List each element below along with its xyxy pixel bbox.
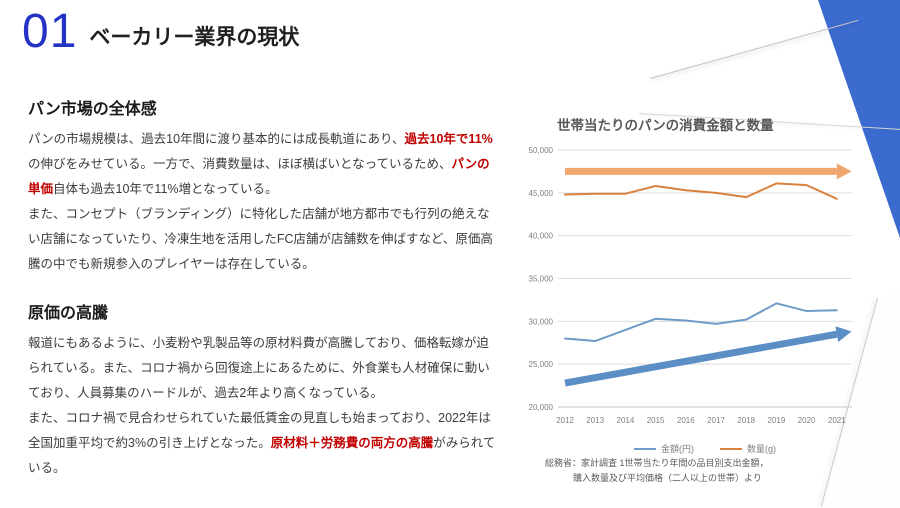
emphasis-text-segment: パンの単価 bbox=[28, 157, 490, 196]
y-axis-tick-label: 20,000 bbox=[529, 403, 554, 412]
quantity-trend-arrow-head-icon bbox=[836, 163, 852, 180]
slide-title: ベーカリー業界の現状 bbox=[89, 26, 300, 49]
source-line-1: 総務省：家計調査 1世帯当たり年間の品目別支出金額， bbox=[545, 458, 769, 468]
y-axis-tick-label: 45,000 bbox=[529, 189, 554, 198]
section-cost-increase: 原価の高騰 報道にもあるように、小麦粉や乳製品等の原材料費が高騰しており、価格転… bbox=[28, 299, 500, 481]
consumption-line-chart: 20,000 25,000 30,000 35,000 40,000 45,000 50,0… bbox=[529, 146, 852, 425]
x-axis-tick-label: 2017 bbox=[707, 416, 725, 425]
text-segment: また、コンセプト（ブランディング）に特化した店舗が地方都市でも行列の絶えない店舗… bbox=[28, 207, 493, 271]
emphasis-text-segment: 原材料＋労務費の両方の高騰 bbox=[270, 436, 434, 450]
x-axis-tick-label: 2015 bbox=[647, 416, 665, 425]
legend-label-amount: 金額(円) bbox=[661, 444, 694, 454]
x-axis-tick-label: 2012 bbox=[556, 416, 574, 425]
series-line-数量(g) bbox=[564, 182, 838, 200]
text-segment: パンの市場規模は、過去10年間に渡り基本的には成長軌道にあり、 bbox=[28, 132, 405, 146]
section-heading-cost-increase: 原価の高騰 bbox=[28, 305, 109, 322]
text-segment: 自体も過去10年で11%増となっている。 bbox=[53, 182, 278, 196]
amount-line-sample-icon bbox=[634, 447, 656, 450]
legend-label-quantity: 数量(g) bbox=[747, 444, 776, 454]
text-segment: 報道にもあるように、小麦粉や乳製品等の原材料費が高騰しており、価格転嫁が迫られて… bbox=[28, 336, 490, 400]
text-segment: の伸びをみせている。一方で、消費数量は、ほぼ横ばいとなっているため、 bbox=[28, 157, 452, 171]
section-body-cost-increase: 報道にもあるように、小麦粉や乳製品等の原材料費が高騰しており、価格転嫁が迫られて… bbox=[28, 331, 500, 481]
section-market-overview: パン市場の全体感 パンの市場規模は、過去10年間に渡り基本的には成長軌道にあり、… bbox=[28, 95, 500, 277]
series-line-金額(円) bbox=[564, 302, 838, 343]
diagonal-sheet-edge-top bbox=[650, 19, 859, 79]
x-axis-tick-label: 2020 bbox=[798, 416, 816, 425]
amount-trend-arrow bbox=[564, 330, 838, 387]
y-axis-tick-label: 25,000 bbox=[529, 360, 554, 369]
y-axis-tick-label: 35,000 bbox=[529, 275, 554, 284]
x-axis-tick-label: 2013 bbox=[586, 416, 604, 425]
y-axis-tick-label: 30,000 bbox=[529, 317, 554, 326]
section-body-market-overview: パンの市場規模は、過去10年間に渡り基本的には成長軌道にあり、過去10年で11%… bbox=[28, 127, 500, 277]
section-heading-market-overview: パン市場の全体感 bbox=[28, 101, 157, 118]
quantity-line-sample-icon bbox=[720, 447, 742, 450]
x-axis-tick-label: 2014 bbox=[617, 416, 635, 425]
legend-item-amount: 金額(円) bbox=[634, 442, 694, 455]
amount-trend-arrow-head-icon bbox=[835, 326, 852, 343]
text-segment: また、コロナ禍で見合わせられていた最低賃金の見直しも始まっており、2022年は全… bbox=[28, 411, 491, 450]
y-axis-tick-label: 40,000 bbox=[529, 232, 554, 241]
emphasis-text-segment: 過去10年で11% bbox=[404, 132, 493, 146]
chart-panel: 世帯当たりのパンの消費金額と数量 20,000 25,000 30,000 35,00… bbox=[520, 112, 900, 508]
legend-item-quantity: 数量(g) bbox=[720, 442, 776, 455]
y-axis-tick-label: 50,000 bbox=[529, 146, 554, 155]
x-axis-tick-label: 2019 bbox=[768, 416, 786, 425]
slide-header: 01 ベーカリー業界の現状 bbox=[22, 8, 299, 56]
chart-title: 世帯当たりのパンの消費金額と数量 bbox=[557, 118, 774, 133]
x-axis-tick-label: 2018 bbox=[737, 416, 755, 425]
slide-number: 01 bbox=[22, 5, 78, 58]
x-axis-tick-label: 2021 bbox=[828, 416, 846, 425]
chart-legend: 金額(円) 数量(g) bbox=[520, 442, 890, 455]
text-segment: がみられている。 bbox=[28, 436, 496, 475]
source-line-2: 購入数量及び平均価格（二人以上の世帯）より bbox=[573, 473, 762, 483]
chart-source: 総務省：家計調査 1世帯当たり年間の品目別支出金額， 購入数量及び平均価格（二人… bbox=[545, 456, 769, 486]
x-axis-tick-label: 2016 bbox=[677, 416, 695, 425]
